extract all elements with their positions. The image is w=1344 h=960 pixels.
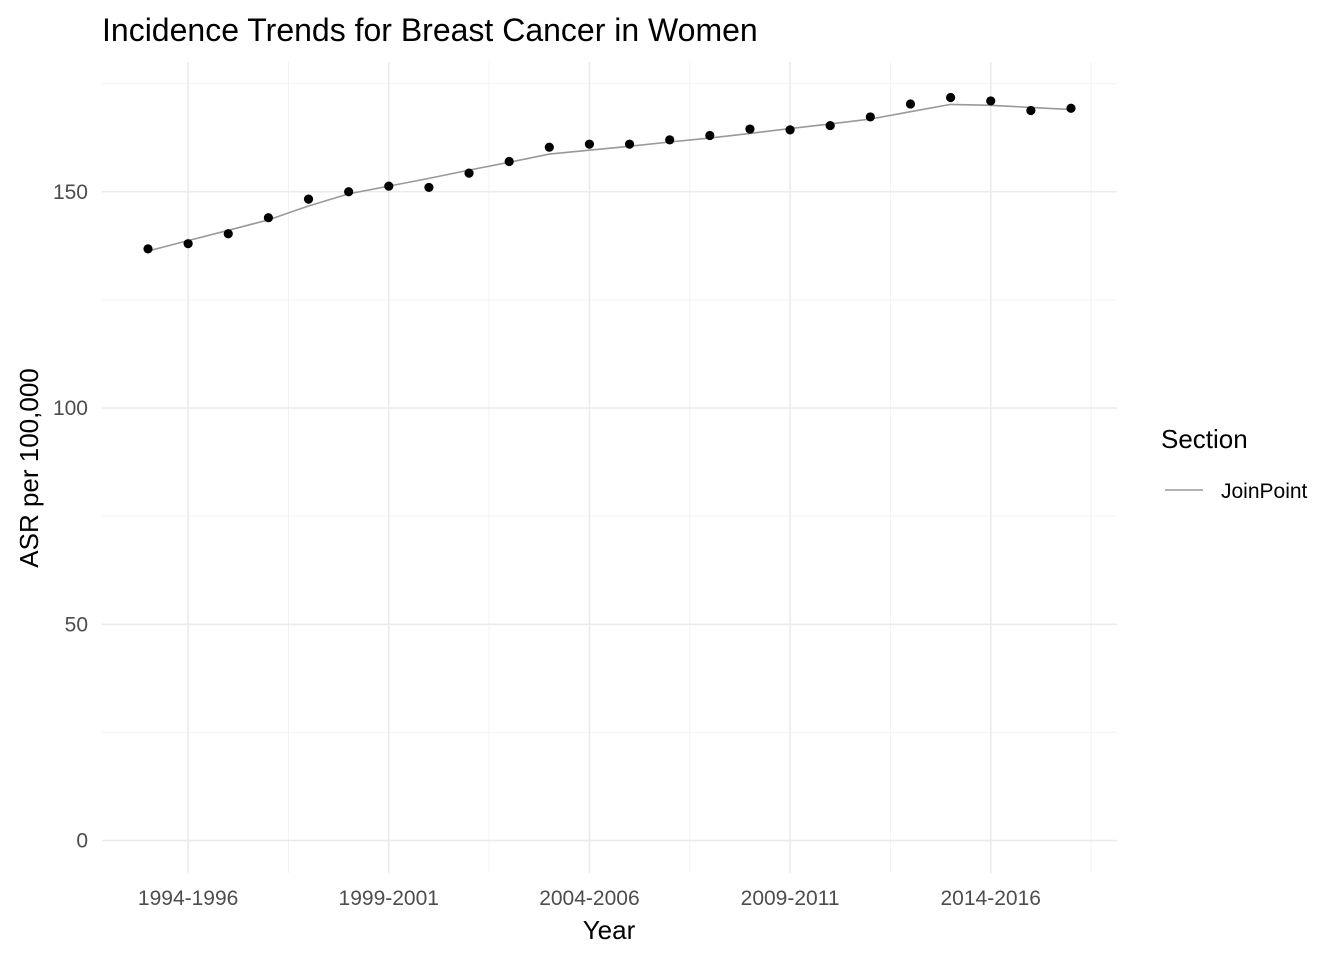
y-tick-label: 0 [76,830,88,853]
data-point [544,142,554,152]
x-tick-label: 2004-2006 [539,887,639,910]
x-tick-label: 1999-2001 [339,887,439,910]
data-point [785,125,795,135]
y-axis-title: ASR per 100,000 [14,368,44,567]
joinpoint-series [147,103,1072,252]
x-tick-label: 2009-2011 [741,887,840,910]
legend: Section JoinPoint [1161,424,1308,503]
x-tick-label: 1994-1996 [138,887,238,910]
major-gridlines [102,62,1117,873]
y-axis-ticks: 0 50 100 150 [53,181,88,853]
data-point [745,124,755,134]
legend-title: Section [1161,424,1248,454]
x-axis-title: Year [583,915,636,945]
data-point [825,120,835,131]
data-point [464,168,474,178]
minor-gridlines [102,62,1117,873]
data-point [865,112,875,122]
data-point [1026,105,1036,116]
legend-label-joinpoint: JoinPoint [1221,480,1308,503]
y-tick-label: 150 [53,181,88,204]
x-tick-label: 2014-2016 [941,887,1041,910]
data-point [303,194,314,204]
y-tick-label: 100 [53,397,88,420]
data-point [344,187,354,197]
observed-series [143,92,1076,254]
data-point [504,156,514,167]
y-tick-label: 50 [65,613,88,636]
data-point [905,99,916,109]
x-axis-ticks: 1994-1996 1999-2001 2004-2006 2009-2011 2014… [138,887,1041,910]
data-point [183,239,193,249]
data-point [665,135,675,145]
data-point [1066,103,1076,113]
data-point [384,181,394,191]
data-point [624,139,635,149]
data-point [424,182,434,193]
data-point [986,96,996,106]
joinpoint-line [147,103,1072,252]
data-point [946,92,956,103]
chart-title: Incidence Trends for Breast Cancer in Wo… [102,12,758,48]
data-point [143,244,153,254]
data-point [584,139,595,149]
data-point [263,213,273,223]
data-point [705,130,715,141]
data-point [223,229,233,239]
